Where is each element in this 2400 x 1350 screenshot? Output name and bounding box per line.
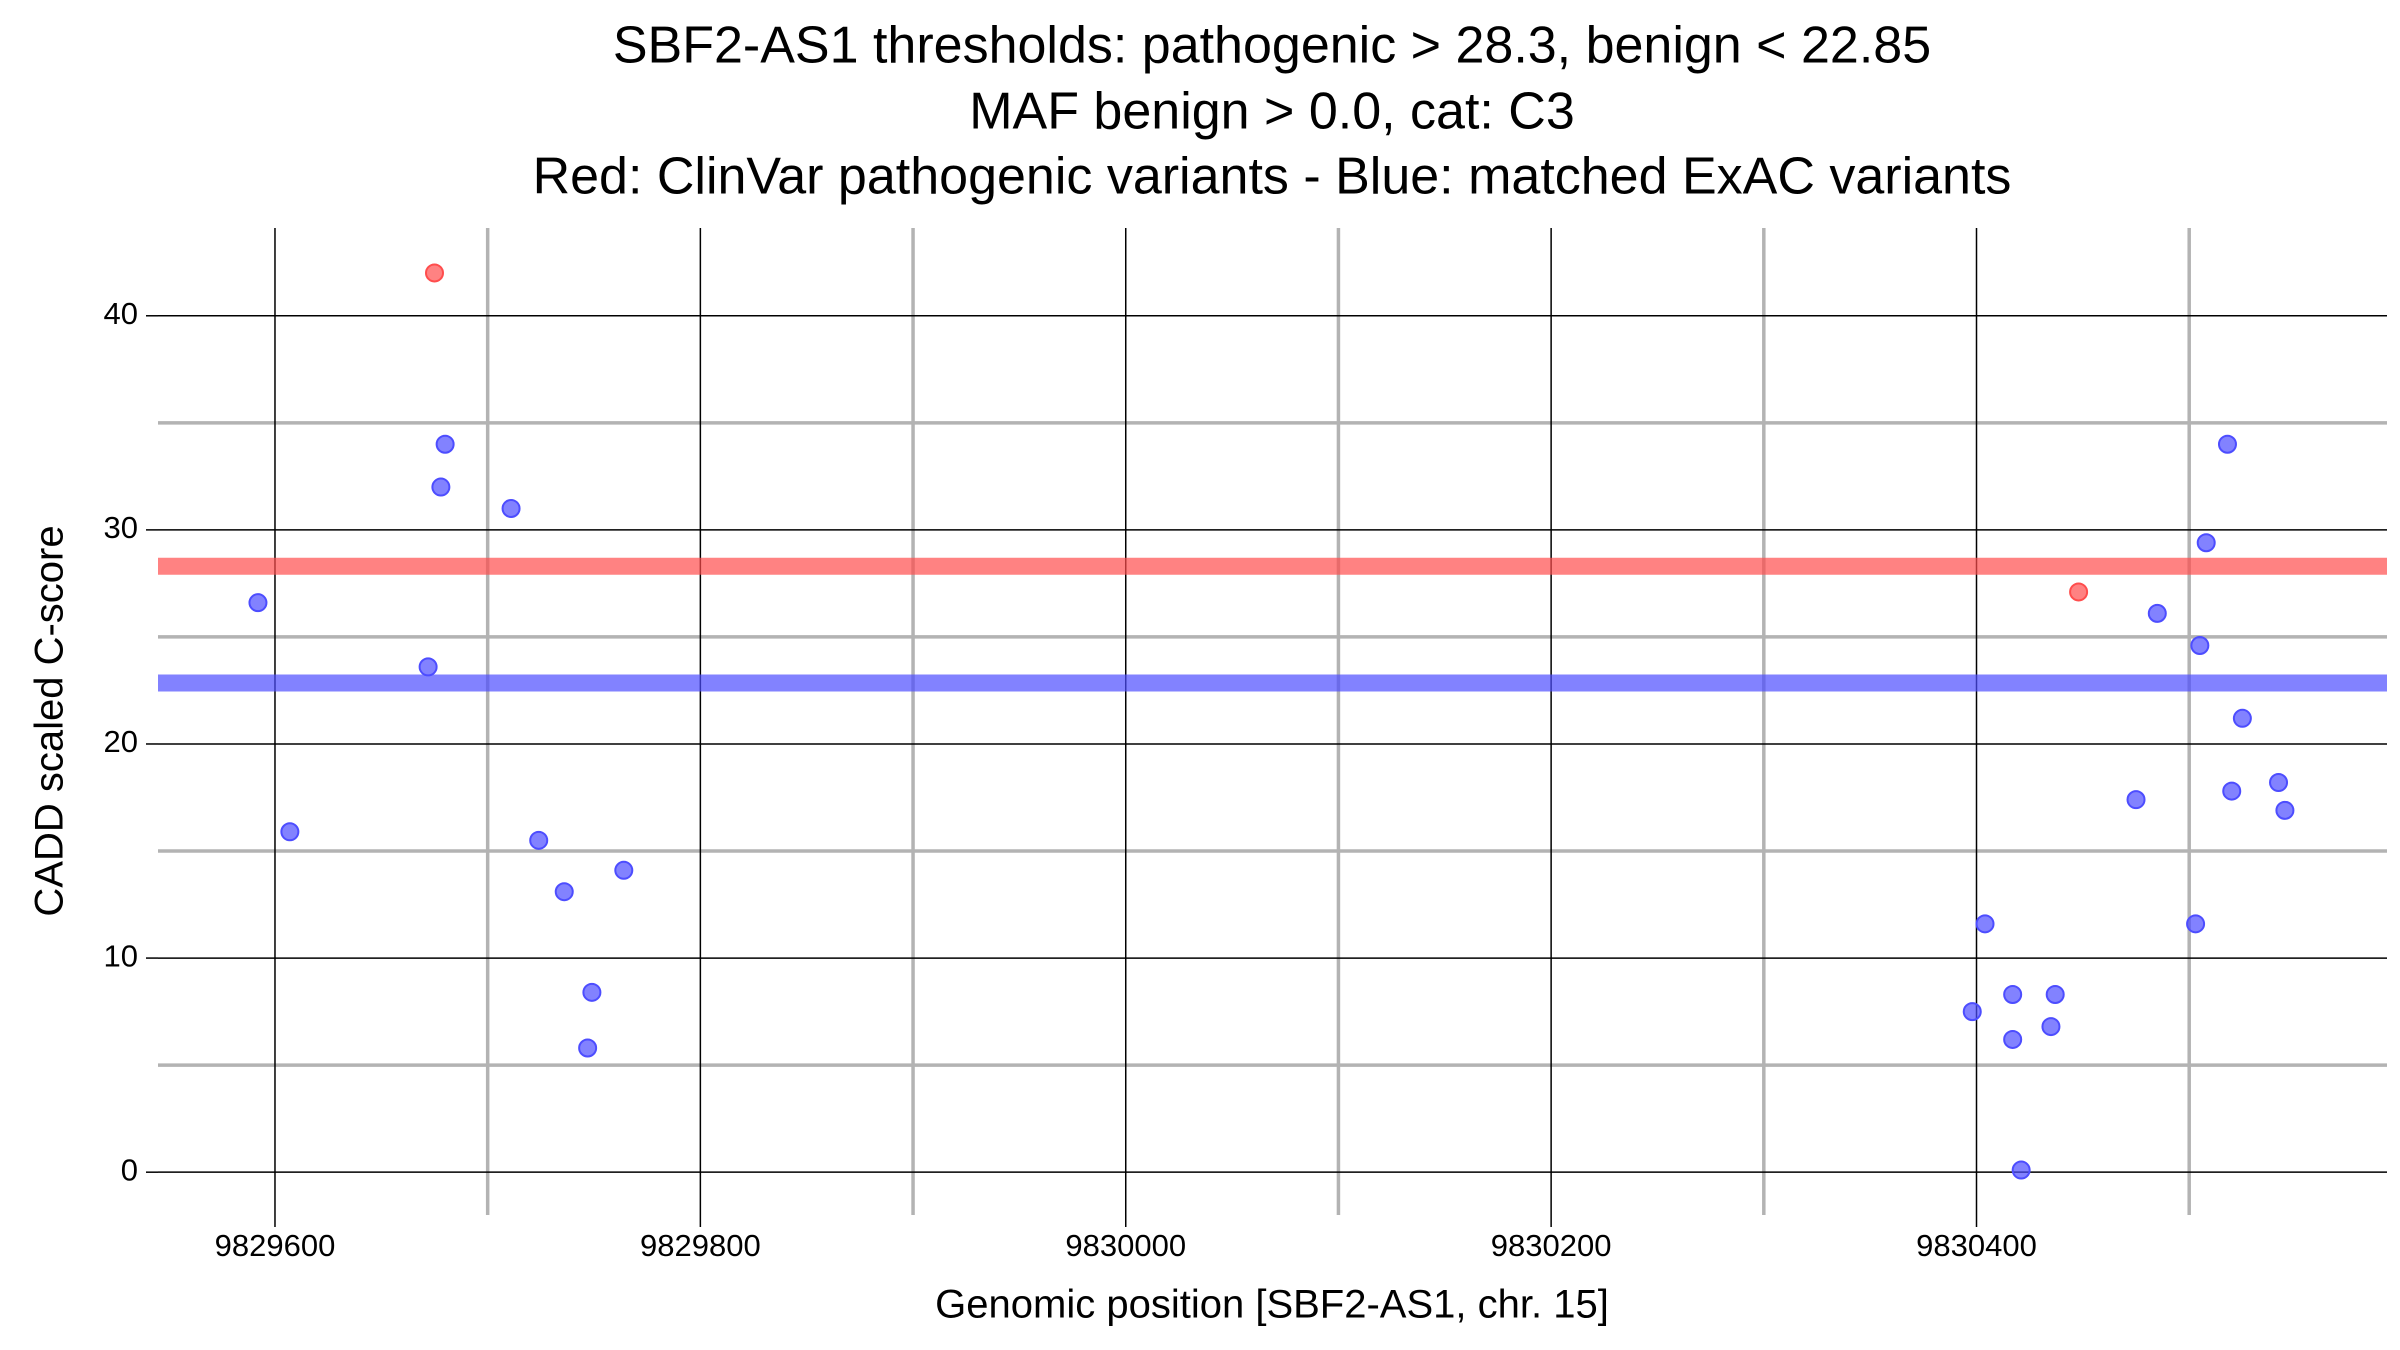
chart-title: SBF2-AS1 thresholds: pathogenic > 28.3, …: [613, 17, 1931, 75]
point: [2190, 635, 2210, 655]
point: [501, 498, 521, 518]
y-tick-label: 20: [104, 724, 138, 759]
point: [2217, 434, 2237, 454]
point: [280, 822, 300, 842]
chart-title: Red: ClinVar pathogenic variants - Blue:…: [533, 148, 2012, 206]
point: [554, 882, 574, 902]
point: [431, 477, 451, 497]
y-tick-label: 0: [121, 1152, 138, 1187]
x-tick-label: 9830200: [1491, 1228, 1612, 1263]
point: [2186, 914, 2206, 934]
point: [578, 1038, 598, 1058]
point: [529, 830, 549, 850]
point: [2011, 1160, 2031, 1180]
point: [1962, 1002, 1982, 1022]
point: [614, 860, 634, 880]
x-tick-label: 9829800: [640, 1228, 761, 1263]
point: [2269, 773, 2289, 793]
point: [424, 263, 444, 283]
x-tick-label: 9830400: [1916, 1228, 2037, 1263]
point: [435, 434, 455, 454]
y-tick-label: 10: [104, 938, 138, 973]
point: [248, 593, 268, 613]
y-tick-label: 40: [104, 296, 138, 331]
point: [2045, 984, 2065, 1004]
y-axis-label: CADD scaled C-score: [28, 525, 72, 916]
point: [2041, 1017, 2061, 1037]
point: [582, 982, 602, 1002]
point: [2003, 984, 2023, 1004]
x-tick-label: 9830000: [1065, 1228, 1186, 1263]
y-tick-label: 30: [104, 510, 138, 545]
x-tick-label: 9829600: [215, 1228, 336, 1263]
point: [2069, 582, 2089, 602]
point: [2275, 800, 2295, 820]
point: [2222, 781, 2242, 801]
x-axis-label: Genomic position [SBF2-AS1, chr. 15]: [935, 1283, 1609, 1327]
point: [2147, 603, 2167, 623]
point: [2232, 708, 2252, 728]
point: [1975, 914, 1995, 934]
point: [2003, 1029, 2023, 1049]
point: [418, 657, 438, 677]
point: [2126, 790, 2146, 810]
chart-title: MAF benign > 0.0, cat: C3: [969, 83, 1575, 141]
point: [2196, 533, 2216, 553]
